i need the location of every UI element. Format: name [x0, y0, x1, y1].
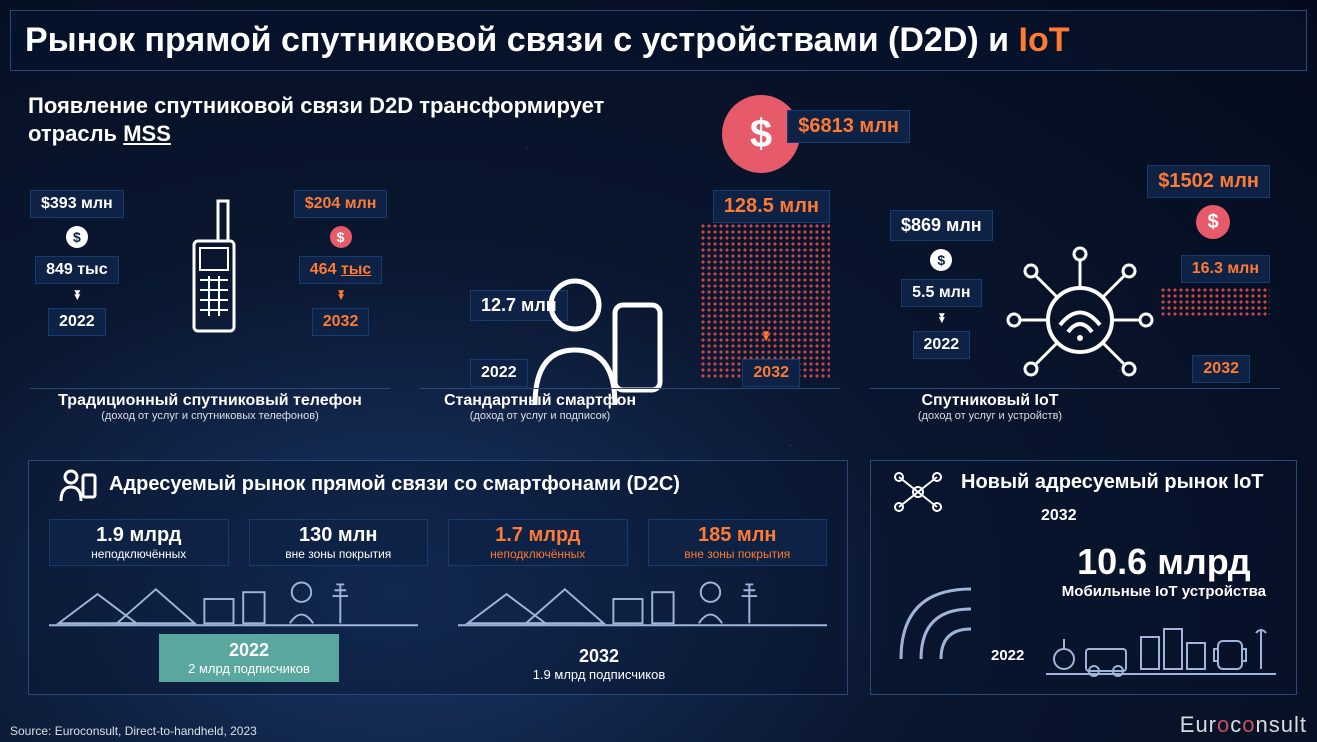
iot-hub-icon — [1000, 240, 1160, 400]
footer: Source: Euroconsult, Direct-to-handheld,… — [10, 712, 1307, 738]
d2c-heading: Адресуемый рынок прямой связи со смартфо… — [109, 473, 680, 496]
divider — [870, 388, 1280, 389]
iot-devices-icon — [1046, 619, 1276, 679]
person-phone-icon — [520, 270, 680, 410]
smartphone-2032-year: 2032 — [742, 359, 800, 387]
satphone-title: Традиционный спутниковый телефон (доход … — [30, 392, 390, 422]
signal-waves-icon — [891, 559, 1051, 669]
dollar-icon: $ — [1196, 205, 1230, 239]
iot-2022-units: 5.5 млн — [901, 279, 981, 307]
dollar-icon: $ — [66, 226, 88, 248]
d2c-scene-illustration — [49, 564, 827, 634]
chevron-down-icon: ▼▼ — [937, 315, 946, 323]
satphone-2022-units: 849 тыс — [35, 256, 119, 284]
smartphone-2032-units: 128.5 млн — [713, 190, 830, 223]
iot-2022-year: 2022 — [913, 331, 971, 359]
title-iot: IoT — [1019, 21, 1070, 59]
satphone-device-icon — [164, 196, 254, 336]
divider — [420, 388, 840, 389]
satphone-2032-units: 464 тыс 464 тыс — [299, 256, 383, 284]
smartphone-title: Стандартный смартфон (доход от услуг и п… — [410, 392, 670, 422]
d2c-panel: Адресуемый рынок прямой связи со смартфо… — [28, 460, 848, 695]
title-main: Рынок прямой спутниковой связи с устройс… — [25, 21, 1019, 59]
d2c-cell-3: 185 млн вне зоны покрытия — [648, 519, 828, 566]
iot-panel-heading: Новый адресуемый рынок IoT — [961, 471, 1264, 494]
smartphone-2022-year: 2022 — [470, 359, 528, 387]
iot-title: Спутниковый IoT (доход от услуг и устрой… — [870, 392, 1110, 422]
subheading: Появление спутниковой связи D2D трансфор… — [28, 92, 628, 147]
underlined-mss: MSS — [123, 121, 171, 146]
iot-2022-revenue: $869 млн — [890, 210, 993, 241]
iot-2032-units: 16.3 млн — [1181, 255, 1270, 283]
iot-2032-revenue: $1502 млн — [1147, 165, 1270, 198]
satphone-2022-revenue: $393 млн — [30, 190, 124, 218]
iot-panel-big-stat: 10.6 млрд Мобильные IoT устройства — [1062, 541, 1266, 600]
segment-satphone: $393 млн $ 849 тыс ▼▼ 2022 $204 млн $ 46… — [30, 190, 390, 336]
source-text: Source: Euroconsult, Direct-to-handheld,… — [10, 724, 257, 738]
iot-2032-year: 2032 — [1192, 355, 1250, 383]
subhead-line1: Появление спутниковой связи D2D трансфор… — [28, 92, 628, 120]
brand-logo: Euroconsult — [1180, 712, 1307, 738]
d2c-cell-0: 1.9 млрд неподключённых — [49, 519, 229, 566]
satphone-2022-year: 2022 — [48, 308, 106, 336]
dollar-icon: $ — [930, 249, 952, 271]
iot-2022-stack: $869 млн $ 5.5 млн ▼▼ 2022 — [890, 210, 993, 359]
chevron-down-icon: ▼▼ — [761, 333, 770, 341]
person-phone-icon — [59, 467, 99, 507]
iot-panel: Новый адресуемый рынок IoT 2032 10.6 млр… — [870, 460, 1297, 695]
d2c-stats-row: 1.9 млрд неподключённых 130 млн вне зоны… — [49, 519, 827, 566]
iot-bar-2032 — [1160, 287, 1270, 317]
smartphone-bar-2032 — [700, 223, 830, 378]
network-icon — [891, 467, 946, 517]
subhead-line2: отрасль MSS — [28, 120, 628, 148]
satphone-2032-revenue: $204 млн — [294, 190, 388, 218]
iot-panel-year-2022: 2022 — [991, 647, 1024, 664]
smartphone-2032-revenue: $6813 млн — [787, 110, 910, 143]
satphone-2022-stack: $393 млн $ 849 тыс ▼▼ 2022 — [30, 190, 124, 336]
iot-panel-year-2032: 2032 — [1041, 507, 1077, 525]
d2c-year-2032: 2032 1.9 млрд подписчиков — [499, 646, 699, 682]
d2c-cell-2: 1.7 млрд неподключённых — [448, 519, 628, 566]
title-bar: Рынок прямой спутниковой связи с устройс… — [10, 10, 1307, 71]
satphone-2032-stack: $204 млн $ 464 тыс 464 тыс ▼▼ 2032 — [294, 190, 388, 336]
d2c-year-2022: 2022 2 млрд подписчиков — [159, 634, 339, 682]
chevron-down-icon: ▼▼ — [72, 292, 81, 300]
divider — [30, 388, 390, 389]
dollar-icon: $ — [330, 226, 352, 248]
d2c-cell-1: 130 млн вне зоны покрытия — [249, 519, 429, 566]
satphone-2032-year: 2032 — [312, 308, 370, 336]
chevron-down-icon: ▼▼ — [336, 292, 345, 300]
page-title: Рынок прямой спутниковой связи с устройс… — [25, 21, 1292, 60]
